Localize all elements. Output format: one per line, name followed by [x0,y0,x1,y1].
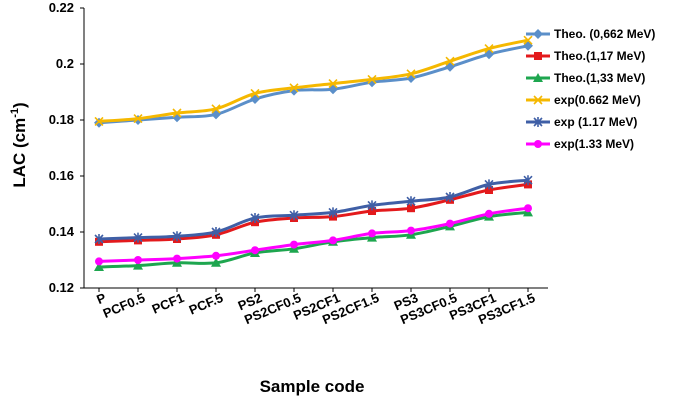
legend-item: exp (1.17 MeV) [526,115,637,129]
y-axis-title: LAC (cm-1) [9,102,29,187]
data-point [134,256,142,264]
x-tick-label: PCF0.5 [101,290,147,321]
data-point [211,227,221,237]
legend-marker [533,29,543,39]
data-point [485,186,493,194]
y-tick-label: 0.12 [49,280,74,295]
data-point [445,56,455,66]
legend-item: Theo.(1,33 MeV) [526,71,645,85]
y-axis-title-close: ) [10,102,29,108]
legend-marker [534,52,542,60]
legend-item: Theo. (0,662 MeV) [526,27,655,41]
data-point [523,175,533,186]
legend-label: Theo. (0,662 MeV) [554,27,655,41]
data-point [524,204,532,213]
data-point [250,88,260,98]
legend-item: exp(0.662 MeV) [526,93,641,107]
series-4 [94,35,533,126]
data-point [251,246,259,255]
y-tick-label: 0.2 [56,56,74,71]
legend-marker [533,117,543,127]
data-point [212,251,220,260]
data-point [250,213,260,223]
series-5 [94,175,533,244]
data-point [172,108,182,118]
legend-label: exp (1.17 MeV) [554,115,637,129]
series-line [98,38,529,123]
chart-legend: Theo. (0,662 MeV) Theo.(1,17 MeV) Theo.(1,… [526,27,655,151]
x-tick-label: PCF1 [150,290,186,317]
data-point [94,262,104,271]
data-point [406,196,416,207]
data-point [367,200,377,211]
legend-marker [533,73,543,82]
data-point [368,207,376,215]
y-tick-label: 0.18 [49,112,74,127]
x-axis-title: Sample code [260,377,365,396]
data-point [133,232,143,243]
y-tick-label: 0.14 [49,224,75,239]
legend-item: Theo.(1,17 MeV) [526,49,645,63]
data-point [485,209,493,218]
data-point [407,204,415,213]
data-point [329,236,337,245]
data-point [445,192,455,202]
data-point [172,231,182,242]
y-tick-label: 0.22 [49,0,74,15]
data-point [133,260,143,270]
data-point [95,257,103,266]
data-point [367,74,377,84]
data-point [289,83,299,93]
data-point [523,35,533,45]
data-point [446,219,454,228]
y-axis-title-superscript: -1 [9,108,21,118]
data-point [289,210,299,221]
data-point [368,229,376,238]
data-point [211,104,221,114]
y-axis-ticks: 0.12 0.14 0.16 0.18 0.2 0.22 [49,0,84,295]
data-point [173,254,181,263]
data-point [94,117,104,128]
legend-label: exp(0.662 MeV) [554,93,641,107]
data-point [290,240,298,249]
data-point [211,257,221,267]
chart-axes [83,8,548,289]
data-point [484,44,494,54]
data-point [407,226,415,235]
data-point [133,114,143,124]
y-axis-title-main: LAC (cm [10,118,29,188]
series-line [98,178,529,241]
legend-label: Theo.(1,33 MeV) [554,71,645,85]
legend-label: Theo.(1,17 MeV) [554,49,645,63]
data-point [406,69,416,79]
legend-label: exp(1.33 MeV) [554,137,634,151]
legend-item: exp(1.33 MeV) [526,137,634,151]
legend-marker [534,140,542,148]
series-layer [94,35,533,271]
y-tick-label: 0.16 [49,168,74,183]
data-point [328,207,338,218]
data-point [328,84,338,95]
data-point [94,116,104,126]
data-point [328,79,338,89]
data-point [94,234,104,244]
data-point [484,179,494,190]
x-tick-label: PCF.5 [187,290,225,318]
series-6 [95,204,532,266]
legend-marker [533,95,543,105]
